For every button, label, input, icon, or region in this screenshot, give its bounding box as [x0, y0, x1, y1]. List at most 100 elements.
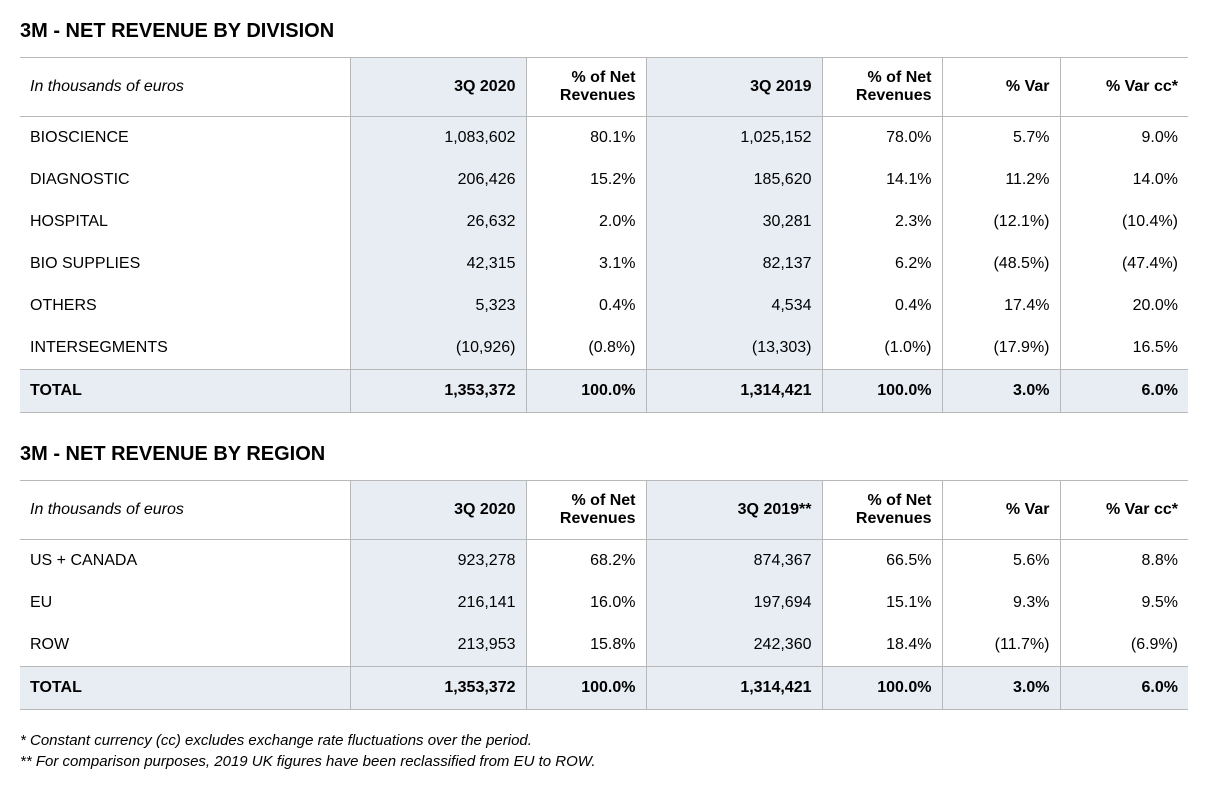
row-label: INTERSEGMENTS — [20, 327, 350, 370]
row-label: BIO SUPPLIES — [20, 243, 350, 285]
table-row: HOSPITAL 26,632 2.0% 30,281 2.3% (12.1%)… — [20, 201, 1188, 243]
cell: 242,360 — [646, 624, 822, 667]
col-header-subhead: In thousands of euros — [20, 58, 350, 117]
col-header: % Var — [942, 58, 1060, 117]
total-cell: 3.0% — [942, 667, 1060, 710]
cell: 14.0% — [1060, 159, 1188, 201]
row-label: OTHERS — [20, 285, 350, 327]
row-label: US + CANADA — [20, 540, 350, 583]
table-header-row: In thousands of euros 3Q 2020 % of Net R… — [20, 58, 1188, 117]
table-row: US + CANADA 923,278 68.2% 874,367 66.5% … — [20, 540, 1188, 583]
row-label: ROW — [20, 624, 350, 667]
cell: 15.8% — [526, 624, 646, 667]
table-total-row: TOTAL 1,353,372 100.0% 1,314,421 100.0% … — [20, 667, 1188, 710]
cell: 874,367 — [646, 540, 822, 583]
row-label: BIOSCIENCE — [20, 117, 350, 160]
cell: (1.0%) — [822, 327, 942, 370]
col-header: % of Net Revenues — [526, 58, 646, 117]
row-label: EU — [20, 582, 350, 624]
cell: 68.2% — [526, 540, 646, 583]
table-row: INTERSEGMENTS (10,926) (0.8%) (13,303) (… — [20, 327, 1188, 370]
cell: 17.4% — [942, 285, 1060, 327]
total-cell: 100.0% — [526, 667, 646, 710]
footnote-cc: * Constant currency (cc) excludes exchan… — [20, 732, 1188, 749]
col-header: 3Q 2020 — [350, 481, 526, 540]
cell: 42,315 — [350, 243, 526, 285]
cell: 4,534 — [646, 285, 822, 327]
row-label: HOSPITAL — [20, 201, 350, 243]
cell: 78.0% — [822, 117, 942, 160]
cell: (0.8%) — [526, 327, 646, 370]
total-cell: 1,314,421 — [646, 370, 822, 413]
cell: (12.1%) — [942, 201, 1060, 243]
cell: 185,620 — [646, 159, 822, 201]
col-header: % Var cc* — [1060, 58, 1188, 117]
total-cell: 6.0% — [1060, 667, 1188, 710]
cell: (48.5%) — [942, 243, 1060, 285]
cell: 11.2% — [942, 159, 1060, 201]
cell: 206,426 — [350, 159, 526, 201]
cell: (11.7%) — [942, 624, 1060, 667]
col-header: 3Q 2019** — [646, 481, 822, 540]
cell: 5.6% — [942, 540, 1060, 583]
cell: 82,137 — [646, 243, 822, 285]
table-row: BIOSCIENCE 1,083,602 80.1% 1,025,152 78.… — [20, 117, 1188, 160]
cell: 6.2% — [822, 243, 942, 285]
cell: 2.0% — [526, 201, 646, 243]
cell: 14.1% — [822, 159, 942, 201]
table-total-row: TOTAL 1,353,372 100.0% 1,314,421 100.0% … — [20, 370, 1188, 413]
cell: (10.4%) — [1060, 201, 1188, 243]
cell: 9.0% — [1060, 117, 1188, 160]
col-header: % Var — [942, 481, 1060, 540]
row-label: DIAGNOSTIC — [20, 159, 350, 201]
total-cell: 100.0% — [822, 667, 942, 710]
cell: 216,141 — [350, 582, 526, 624]
col-header: % of Net Revenues — [822, 58, 942, 117]
cell: 16.0% — [526, 582, 646, 624]
total-label: TOTAL — [20, 667, 350, 710]
cell: (6.9%) — [1060, 624, 1188, 667]
table-division: In thousands of euros 3Q 2020 % of Net R… — [20, 57, 1188, 413]
cell: (47.4%) — [1060, 243, 1188, 285]
total-cell: 1,314,421 — [646, 667, 822, 710]
total-cell: 100.0% — [822, 370, 942, 413]
total-cell: 1,353,372 — [350, 370, 526, 413]
total-label: TOTAL — [20, 370, 350, 413]
table-row: DIAGNOSTIC 206,426 15.2% 185,620 14.1% 1… — [20, 159, 1188, 201]
table-row: OTHERS 5,323 0.4% 4,534 0.4% 17.4% 20.0% — [20, 285, 1188, 327]
col-header: 3Q 2020 — [350, 58, 526, 117]
cell: 0.4% — [822, 285, 942, 327]
total-cell: 3.0% — [942, 370, 1060, 413]
footnote-reclass: ** For comparison purposes, 2019 UK figu… — [20, 753, 1188, 770]
cell: 1,083,602 — [350, 117, 526, 160]
cell: 197,694 — [646, 582, 822, 624]
col-header: % of Net Revenues — [526, 481, 646, 540]
cell: 66.5% — [822, 540, 942, 583]
cell: 5.7% — [942, 117, 1060, 160]
total-cell: 1,353,372 — [350, 667, 526, 710]
total-cell: 100.0% — [526, 370, 646, 413]
col-header: % of Net Revenues — [822, 481, 942, 540]
table-row: EU 216,141 16.0% 197,694 15.1% 9.3% 9.5% — [20, 582, 1188, 624]
table-row: ROW 213,953 15.8% 242,360 18.4% (11.7%) … — [20, 624, 1188, 667]
cell: 8.8% — [1060, 540, 1188, 583]
cell: 15.2% — [526, 159, 646, 201]
cell: 20.0% — [1060, 285, 1188, 327]
cell: (10,926) — [350, 327, 526, 370]
section-title-division: 3M - NET REVENUE BY DIVISION — [20, 20, 1188, 43]
table-region: In thousands of euros 3Q 2020 % of Net R… — [20, 480, 1188, 710]
cell: 9.3% — [942, 582, 1060, 624]
cell: 0.4% — [526, 285, 646, 327]
cell: (17.9%) — [942, 327, 1060, 370]
cell: 30,281 — [646, 201, 822, 243]
total-cell: 6.0% — [1060, 370, 1188, 413]
cell: 18.4% — [822, 624, 942, 667]
cell: 9.5% — [1060, 582, 1188, 624]
section-title-region: 3M - NET REVENUE BY REGION — [20, 443, 1188, 466]
cell: 1,025,152 — [646, 117, 822, 160]
cell: 2.3% — [822, 201, 942, 243]
cell: 5,323 — [350, 285, 526, 327]
cell: 3.1% — [526, 243, 646, 285]
col-header-subhead: In thousands of euros — [20, 481, 350, 540]
cell: 15.1% — [822, 582, 942, 624]
